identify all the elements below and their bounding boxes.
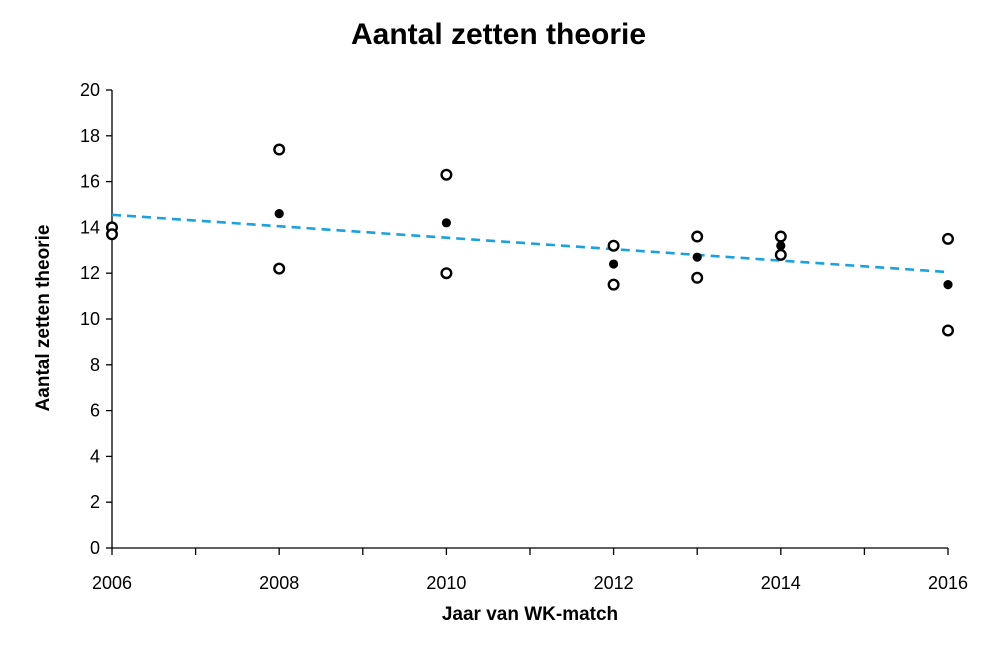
- open-circle-point: [942, 324, 955, 337]
- open-circle-point: [774, 248, 787, 261]
- x-axis-label: Jaar van WK-match: [441, 604, 619, 625]
- y-tick-label: 0: [90, 538, 100, 558]
- chart-title: Aantal zetten theorie: [350, 18, 647, 51]
- y-tick-label: 2: [90, 492, 100, 512]
- x-tick-label: 2010: [426, 573, 466, 593]
- y-ticks: 0 2 4 6 8 10 12 14 16 18 20: [80, 80, 112, 558]
- filled-dot-point: [692, 252, 702, 262]
- data-points: [105, 143, 955, 337]
- y-tick-label: 20: [80, 80, 100, 100]
- open-circle-point: [607, 239, 620, 252]
- y-tick-label: 14: [80, 217, 100, 237]
- open-circle-point: [691, 230, 704, 243]
- x-tick-label: 2006: [92, 573, 132, 593]
- open-circle-point: [440, 267, 453, 280]
- open-circle-point: [440, 168, 453, 181]
- filled-dot-point: [441, 218, 451, 228]
- y-tick-label: 10: [80, 309, 100, 329]
- y-tick-label: 16: [80, 172, 100, 192]
- trendline: [111, 213, 949, 274]
- filled-dot-point: [609, 259, 619, 269]
- open-circle-point: [273, 143, 286, 156]
- x-tick-label: 2014: [761, 573, 801, 593]
- x-tick-label: 2016: [928, 573, 968, 593]
- y-tick-label: 8: [90, 355, 100, 375]
- x-ticks: 2006 2008 2010 2012 2014 2016: [92, 548, 968, 593]
- y-tick-label: 6: [90, 401, 100, 421]
- y-tick-label: 4: [90, 446, 100, 466]
- y-tick-label: 12: [80, 263, 100, 283]
- trendline-group: [111, 213, 949, 274]
- x-tick-label: 2008: [259, 573, 299, 593]
- y-tick-label: 18: [80, 126, 100, 146]
- filled-dot-point: [274, 209, 284, 219]
- filled-dot-point: [776, 241, 786, 251]
- open-circle-point: [607, 278, 620, 291]
- y-axis-label: Aantal zetten theorie: [33, 224, 54, 412]
- open-circle-point: [691, 271, 704, 284]
- open-circle-point: [942, 232, 955, 245]
- open-circle-point: [774, 230, 787, 243]
- open-circle-point: [273, 262, 286, 275]
- open-circle-point: [105, 228, 118, 241]
- filled-dot-point: [943, 280, 953, 290]
- x-tick-label: 2012: [594, 573, 634, 593]
